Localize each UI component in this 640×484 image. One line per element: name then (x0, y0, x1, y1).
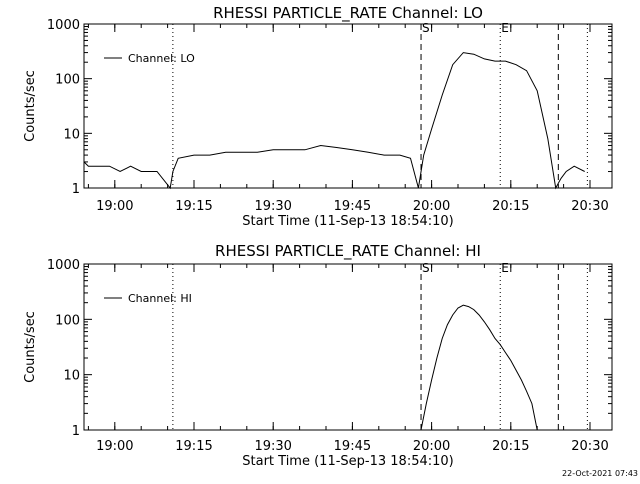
panel-lo: RHESSI PARTICLE_RATE Channel: LO 1 10 100 10… (23, 4, 613, 229)
y-tick-label: 1000 (47, 18, 80, 33)
x-tick-label: 19:15 (175, 439, 212, 454)
end-marker-label: E (501, 21, 509, 35)
x-tick-label: 20:30 (571, 439, 608, 454)
x-tick-label: 19:45 (334, 439, 371, 454)
x-axis-label: Start Time (11-Sep-13 18:54:10) (242, 214, 453, 229)
y-axis-label: Counts/sec (23, 311, 38, 383)
x-tick-label: 19:30 (254, 439, 291, 454)
x-tick-label: 20:15 (492, 439, 529, 454)
x-tick-label: 20:00 (413, 439, 450, 454)
x-tick-label: 19:30 (254, 199, 291, 214)
start-marker-label: S (422, 21, 430, 35)
x-tick-label: 19:00 (96, 199, 133, 214)
chart-title: RHESSI PARTICLE_RATE Channel: LO (213, 4, 483, 23)
y-tick-label: 1 (72, 424, 80, 439)
legend-label: Channel: LO (128, 52, 195, 65)
x-axis-label: Start Time (11-Sep-13 18:54:10) (242, 454, 453, 469)
end-marker-label: E (501, 261, 509, 275)
chart-title: RHESSI PARTICLE_RATE Channel: HI (215, 242, 481, 261)
y-tick-label: 100 (55, 313, 80, 328)
y-tick-label: 10 (63, 369, 80, 384)
series-line (420, 304, 538, 431)
y-tick-label: 10 (63, 127, 80, 142)
y-tick-label: 100 (55, 73, 80, 88)
x-tick-label: 19:45 (334, 199, 371, 214)
y-tick-label: 1000 (47, 258, 80, 273)
y-tick-label: 1 (72, 182, 80, 197)
y-axis-label: Counts/sec (23, 70, 38, 142)
legend-label: Channel: HI (128, 292, 192, 305)
start-marker-label: S (422, 261, 430, 275)
footer-timestamp: 22-Oct-2021 07:43 (562, 469, 638, 478)
x-tick-label: 20:30 (571, 199, 608, 214)
x-tick-label: 20:15 (492, 199, 529, 214)
plot-frame (83, 263, 613, 431)
x-tick-label: 19:15 (175, 199, 212, 214)
x-tick-label: 19:00 (96, 439, 133, 454)
panel-hi: RHESSI PARTICLE_RATE Channel: HI 1 10 100 10… (23, 242, 613, 469)
plot-frame (83, 23, 613, 189)
x-tick-label: 20:00 (413, 199, 450, 214)
series-line (83, 52, 585, 190)
